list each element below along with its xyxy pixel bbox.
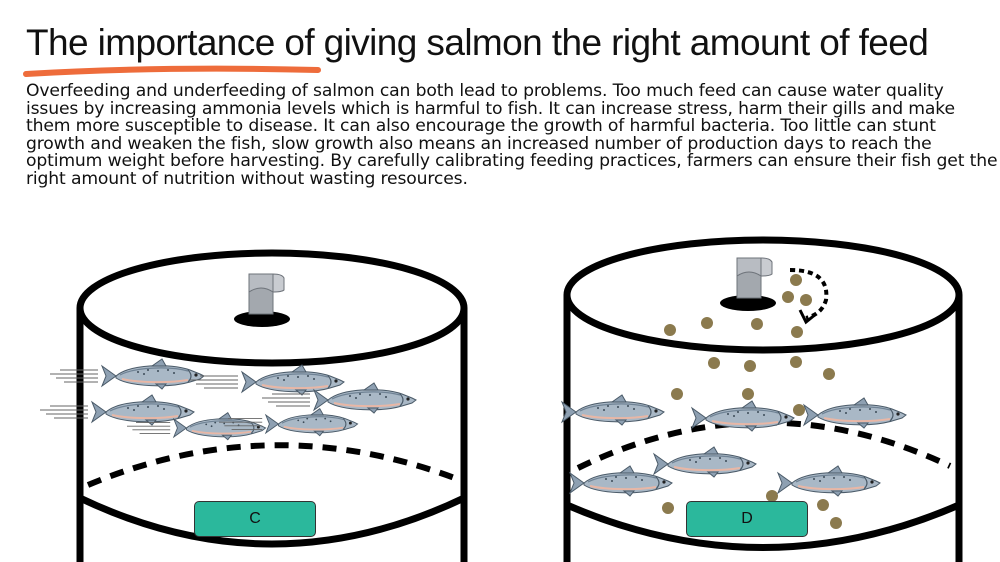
salmon-icon [49,358,205,390]
feed-pellet-icon [664,324,676,336]
salmon-icon [561,394,665,426]
feed-pellet-icon [708,357,720,369]
feed-pellet-icon [791,326,803,338]
feed-pellet-icon [742,388,754,400]
feed-pellet-icon [671,388,683,400]
tank-c-label[interactable]: C [194,501,316,537]
slide-title: The importance of giving salmon the righ… [26,22,929,63]
salmon-icon [189,364,345,396]
salmon-icon [653,446,757,478]
feed-pellet-icon [800,294,812,306]
feed-pellet-icon [790,356,802,368]
feed-pellet-icon [790,274,802,286]
feed-pellet-icon [782,291,794,303]
salmon-icon [39,394,195,426]
tank-d-rim [563,236,963,354]
tank-d-label[interactable]: D [686,501,808,537]
feed-pellet-icon [744,360,756,372]
slide-body-text: Overfeeding and underfeeding of salmon c… [26,81,998,189]
tank-c [39,249,468,562]
feed-pipe-icon [736,257,773,299]
feed-pellet-icon [751,318,763,330]
feed-pellet-icon [766,490,778,502]
feed-pellet-icon [701,317,713,329]
feed-pellet-icon [793,404,805,416]
feed-pellet-icon [817,499,829,511]
feed-pellet-icon [830,517,842,529]
salmon-icon [777,465,881,497]
feed-pellet-icon [823,368,835,380]
title-underline [23,65,321,77]
feed-pellet-icon [662,502,674,514]
salmon-icon [691,400,795,432]
feed-pipe-icon [248,273,285,315]
